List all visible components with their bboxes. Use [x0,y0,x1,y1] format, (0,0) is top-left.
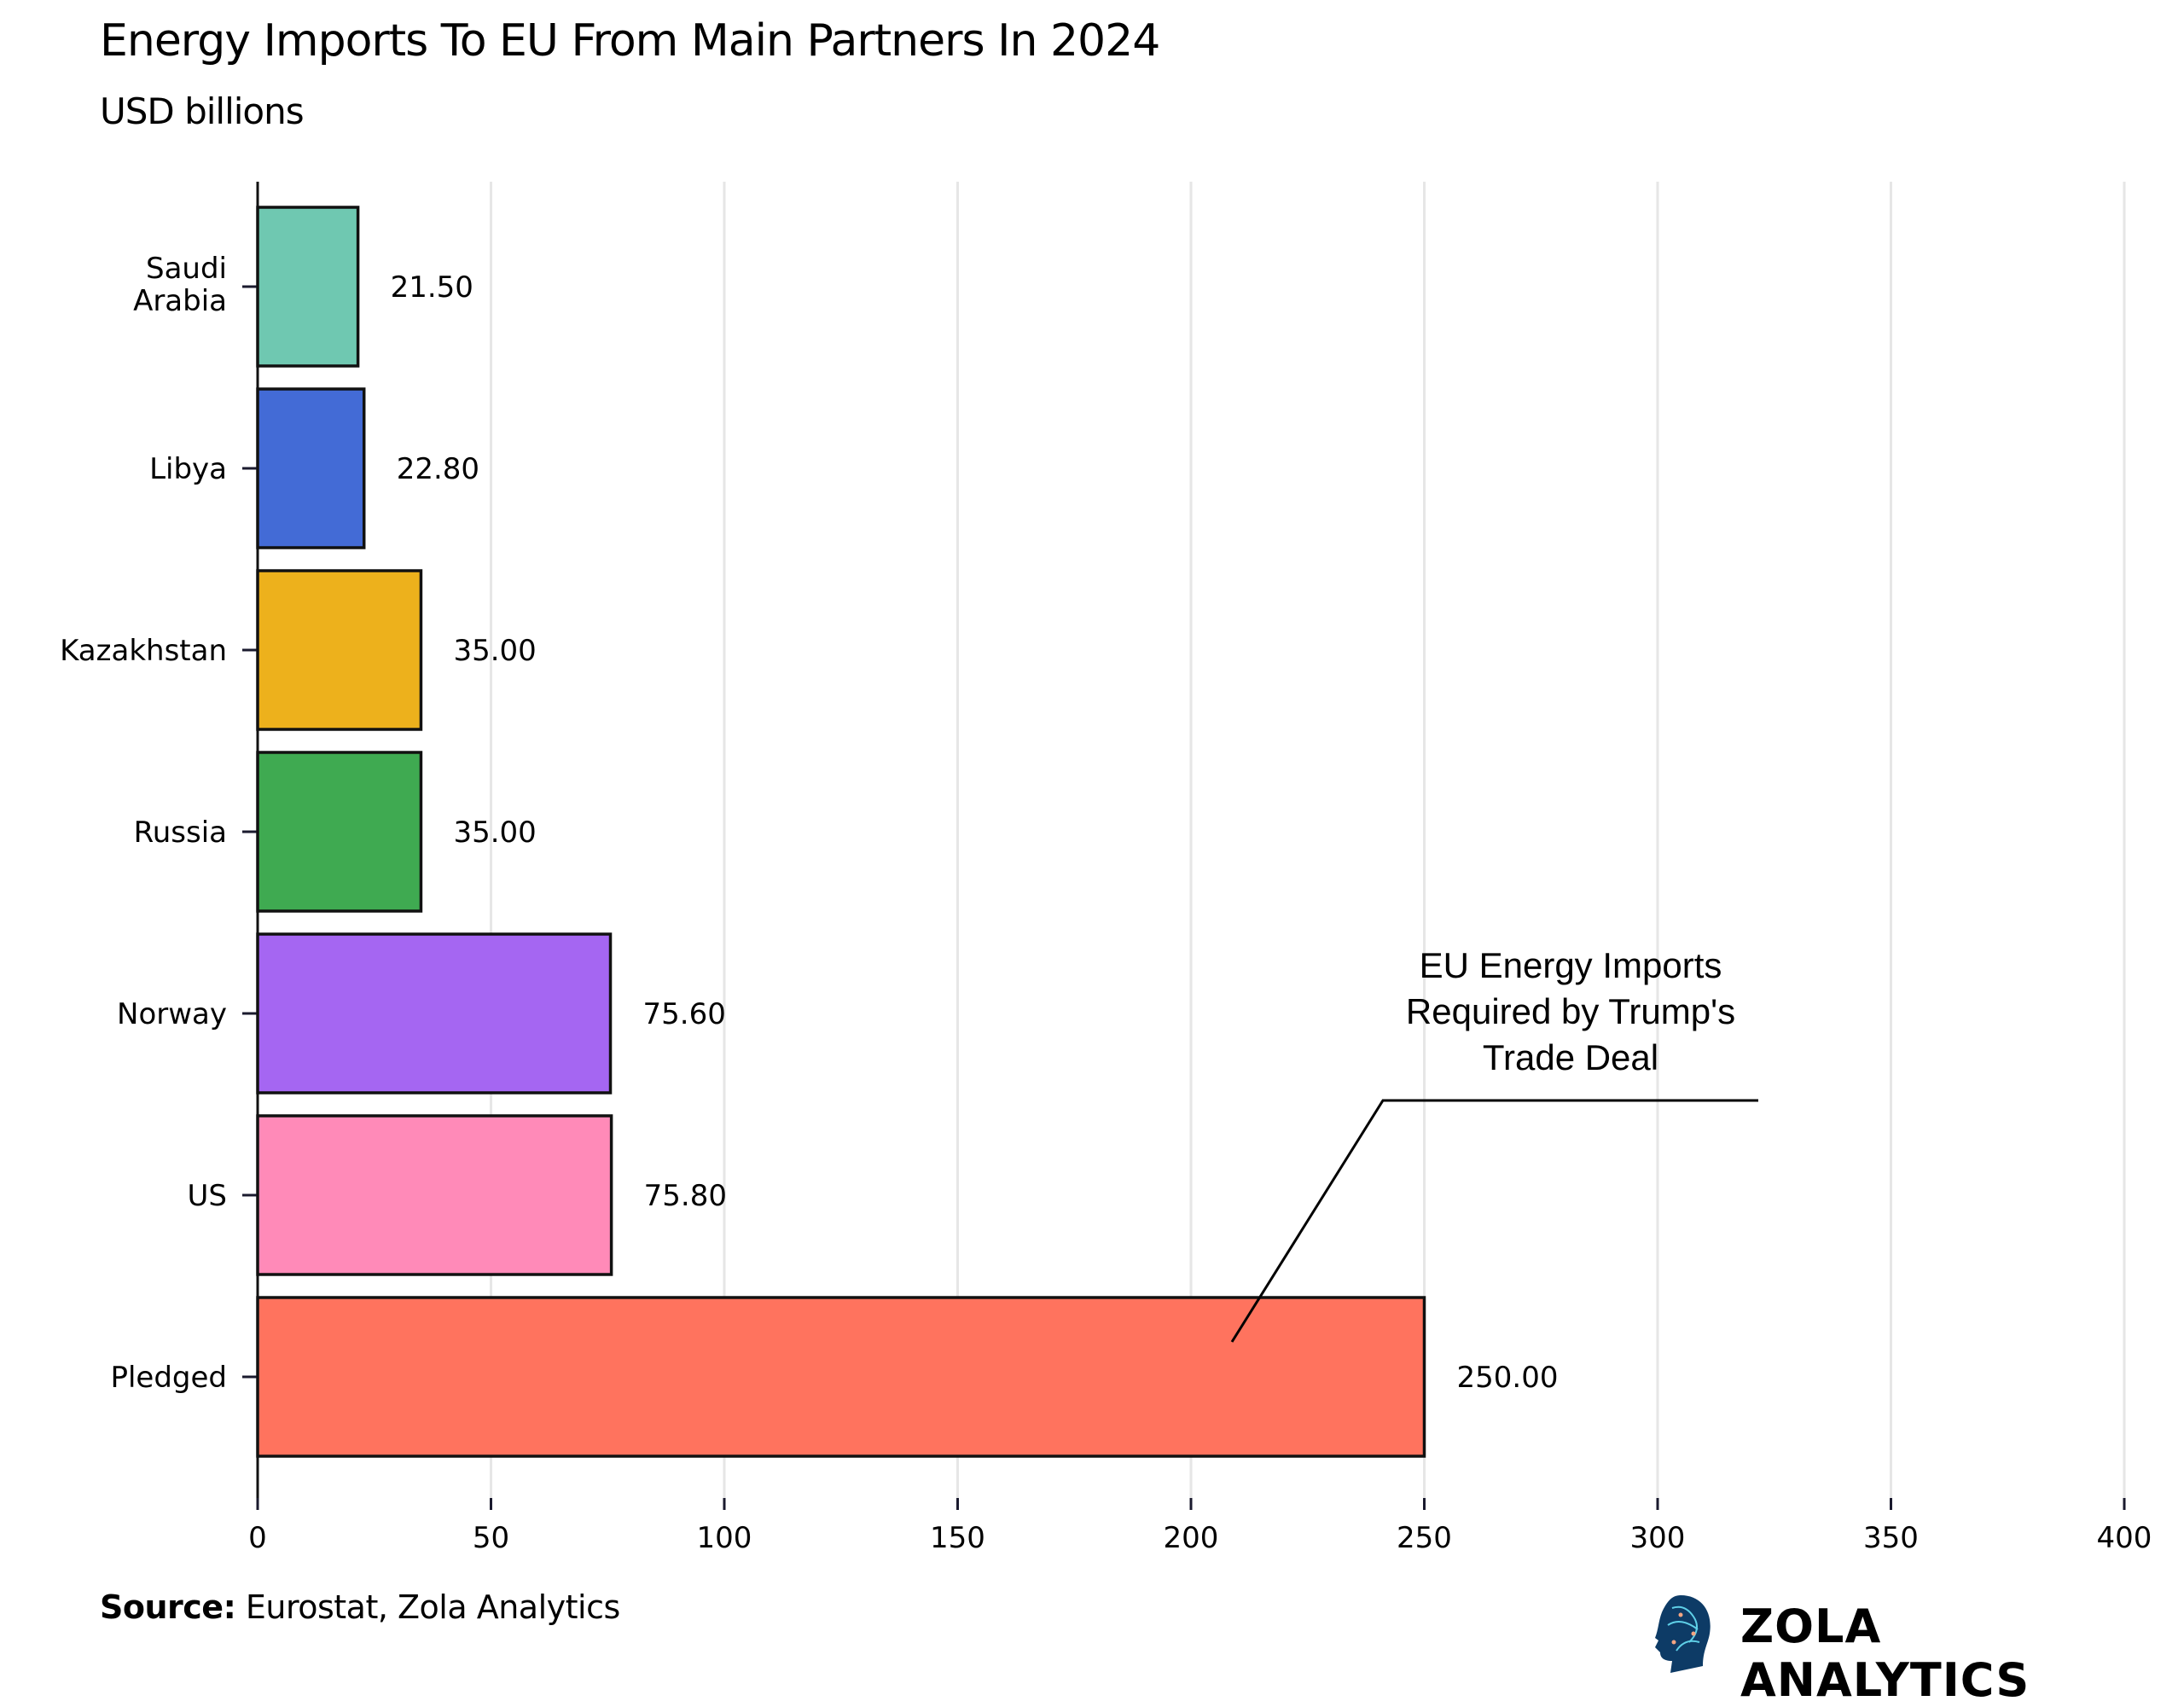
y-tick-label: Libya [149,452,227,486]
brand-name: ZOLA ANALYTICS [1740,1600,2030,1707]
x-tick-label: 150 [930,1521,985,1555]
brain-head-logo-icon [1655,1595,1711,1673]
annotation-text: Required by Trump's [1406,991,1735,1031]
data-label: 22.80 [397,452,479,486]
source-text: Eurostat, Zola Analytics [235,1588,620,1626]
y-tick-label: Kazakhstan [60,634,227,668]
y-tick-label: Russia [134,816,227,850]
bar-libya [256,387,366,549]
x-tick-label: 200 [1164,1521,1219,1555]
source-note: Source: Eurostat, Zola Analytics [100,1588,620,1626]
chart-subtitle: USD billions [100,90,305,132]
data-label: 250.00 [1457,1361,1559,1395]
annotation-text: EU Energy Imports [1420,945,1722,985]
bar-norway [256,932,613,1094]
bar-kazakhstan [256,569,423,731]
bar-russia [256,751,423,913]
y-tick-label: Saudi Arabia [133,252,227,318]
data-label: 35.00 [453,634,536,668]
x-tick-label: 300 [1630,1521,1686,1555]
source-label: Source: [100,1588,236,1626]
x-tick-label: 0 [248,1521,267,1555]
chart-title: Energy Imports To EU From Main Partners … [100,15,1160,67]
data-label: 35.00 [453,816,536,850]
x-tick-label: 350 [1863,1521,1919,1555]
x-tick-label: 400 [2097,1521,2152,1555]
bar-pledged [256,1296,1426,1458]
x-tick-label: 50 [473,1521,509,1555]
data-label: 75.60 [643,997,726,1031]
bar-us [256,1114,613,1276]
data-label: 75.80 [644,1179,727,1213]
annotation-text: Trade Deal [1483,1037,1658,1077]
bar-saudi-arabia [256,206,360,368]
x-tick-label: 250 [1397,1521,1452,1555]
data-label: 21.50 [391,270,473,305]
y-tick-label: Pledged [110,1361,227,1395]
y-tick-label: US [188,1179,227,1213]
y-tick-label: Norway [117,997,227,1031]
annotation-leader-line [1230,1099,1758,1343]
x-tick-label: 100 [697,1521,752,1555]
